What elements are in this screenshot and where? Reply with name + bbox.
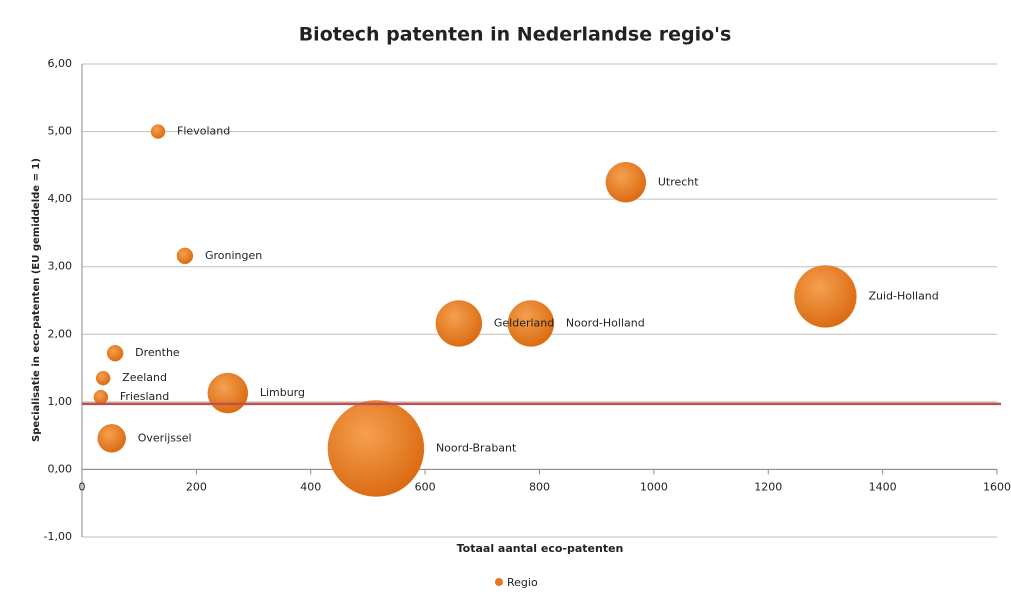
x-axis-label: Totaal aantal eco-patenten [457,542,624,555]
x-tick-label: 800 [529,480,550,493]
bubble [93,389,109,405]
y-tick-label: -1,00 [44,530,72,543]
x-tick-label: 200 [186,480,207,493]
x-tick-label: 1200 [754,480,782,493]
point-label: Gelderland [494,316,554,329]
bubble [97,424,126,453]
bubble [605,162,647,203]
x-tick-label: 1600 [983,480,1011,493]
bubble [207,372,249,414]
bubble [176,247,194,265]
y-tick-label: 2,00 [48,327,73,340]
bubble [327,400,425,497]
x-tick-label: 1400 [869,480,897,493]
point-label: Utrecht [658,175,699,188]
point-label: Groningen [205,249,262,262]
chart-title: Biotech patenten in Nederlandse regio's [299,24,732,46]
x-tick-label: 1000 [640,480,668,493]
y-tick-label: 0,00 [48,462,73,475]
point-label: Friesland [120,390,169,403]
y-tick-label: 6,00 [48,57,73,70]
point-label: Limburg [260,386,305,399]
y-tick-label: 3,00 [48,260,73,273]
y-tick-label: 5,00 [48,125,73,138]
bubble [794,265,857,328]
legend-marker [495,578,503,586]
bubble [150,124,166,139]
y-tick-label: 1,00 [48,395,73,408]
y-axis-label: Specialisatie in eco-patenten (EU gemidd… [31,158,42,442]
point-label: Noord-Brabant [436,441,517,454]
x-tick-label: 400 [300,480,321,493]
point-label: Zuid-Holland [868,289,938,302]
x-tick-label: 0 [79,480,86,493]
point-label: Flevoland [177,125,230,138]
x-tick-label: 600 [415,480,436,493]
bubble [95,370,111,386]
y-tick-label: 4,00 [48,192,73,205]
bubble [507,300,555,347]
legend-label: Regio [507,576,538,589]
bubble [106,344,124,362]
point-label: Drenthe [135,346,180,359]
point-label: Noord-Holland [566,316,645,329]
point-label: Zeeland [122,371,167,384]
point-label: Overijssel [138,431,192,444]
bubble [435,300,483,347]
